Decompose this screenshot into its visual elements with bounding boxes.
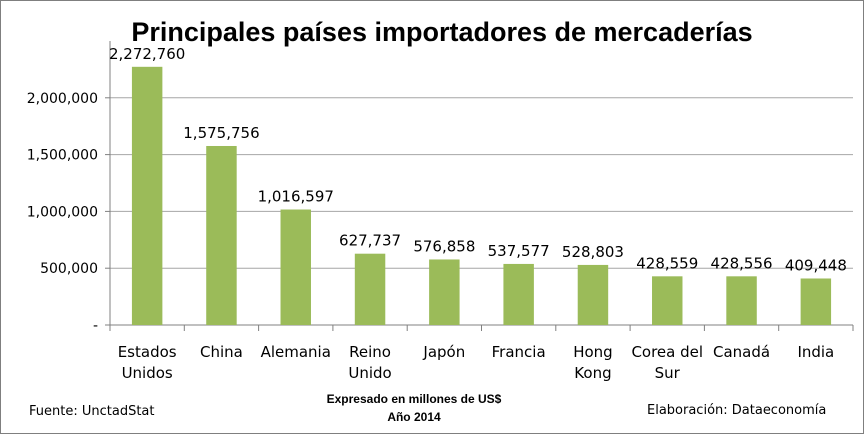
axes: - 500,000 1,000,000 1,500,000 2,000,000 [27, 41, 854, 334]
data-label: 428,556 [711, 254, 773, 272]
bar [503, 263, 534, 325]
data-labels: 2,272,760 1,575,756 1,016,597 627,737 576,85… [109, 45, 847, 275]
bar [652, 276, 683, 325]
credit-note: Elaboración: Dataeconomía [647, 403, 826, 418]
data-label: 537,577 [488, 242, 550, 260]
units-note: Expresado en millones de US$ [327, 392, 502, 406]
bar [280, 209, 311, 325]
category-label: Corea del Sur [631, 343, 703, 382]
bar [354, 253, 386, 325]
bar [131, 66, 163, 326]
y-tick-label: 1,000,000 [27, 204, 98, 220]
chart-title: Principales países importadores de merca… [131, 17, 752, 47]
data-label: 528,803 [562, 243, 624, 261]
category-label: Reino Unido [348, 343, 391, 382]
category-label: Canadá [713, 343, 770, 361]
y-tick-label: 2,000,000 [27, 91, 98, 107]
category-labels: Estados Unidos China Alemania Reino Unido Japó… [118, 343, 835, 382]
source-note: Fuente: UnctadStat [29, 404, 154, 419]
category-label: Estados Unidos [118, 343, 177, 382]
data-label: 428,559 [636, 254, 698, 272]
bar [577, 264, 609, 325]
data-label: 627,737 [339, 232, 401, 250]
data-label: 409,448 [785, 256, 847, 274]
y-tick-label: - [93, 318, 98, 334]
category-label: India [797, 343, 834, 361]
year-note: Año 2014 [387, 410, 441, 424]
bar [800, 278, 832, 325]
category-label: Japón [422, 343, 465, 361]
category-label: China [200, 343, 243, 361]
category-label: Francia [492, 343, 546, 361]
category-label: Alemania [261, 343, 331, 361]
bar [726, 276, 757, 325]
bar [206, 145, 237, 325]
data-label: 2,272,760 [109, 45, 185, 63]
data-label: 1,575,756 [183, 124, 259, 142]
bars [131, 66, 832, 326]
data-label: 1,016,597 [258, 188, 334, 206]
y-tick-label: 500,000 [40, 261, 98, 277]
data-label: 576,858 [413, 237, 475, 255]
bar [429, 259, 460, 325]
category-label: Hong Kong [573, 343, 613, 382]
y-tick-label: 1,500,000 [27, 148, 98, 164]
